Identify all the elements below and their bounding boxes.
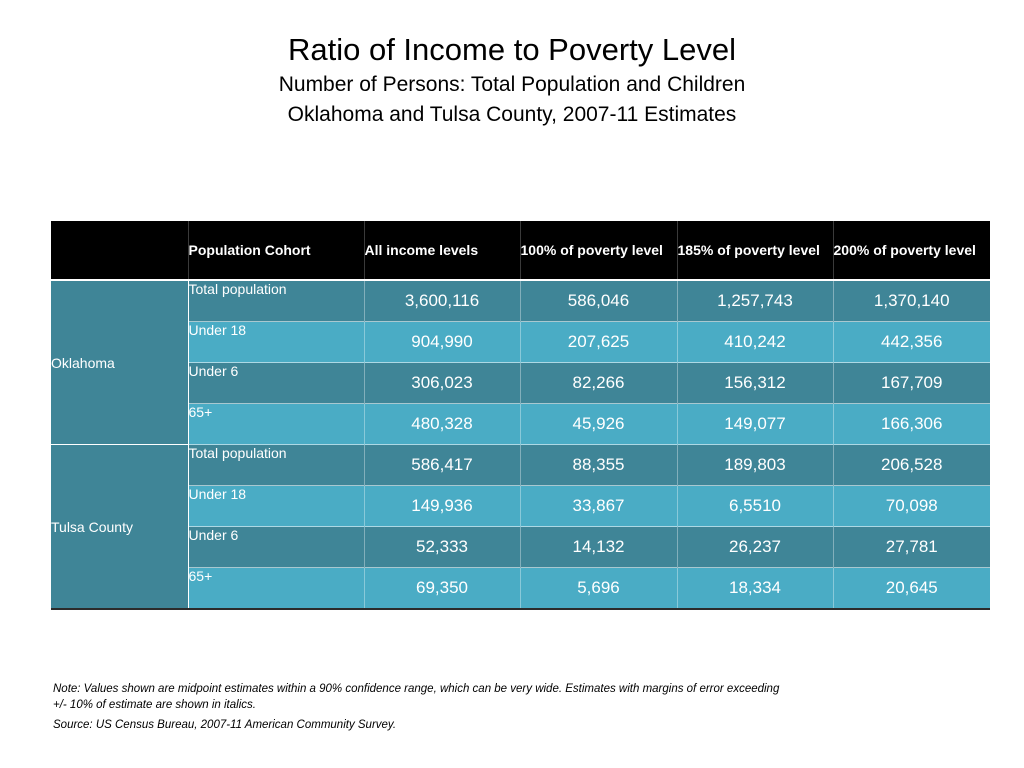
header-population-cohort: Population Cohort [187,221,364,281]
header-200-percent: 200% of poverty level [832,221,990,281]
table-row: Oklahoma Total population 3,600,116 586,… [51,280,990,445]
subtitle-line-2: Oklahoma and Tulsa County, 2007-11 Estim… [287,103,737,126]
value-cell: 3,600,116 [363,280,520,322]
value-cell: 45,926 [519,403,677,445]
value-cell: 52,333 [363,526,520,568]
value-cell: 27,781 [832,526,990,568]
value-cell: 586,046 [519,280,677,322]
source-note: Source: US Census Bureau, 2007-11 Americ… [53,719,397,731]
poverty-table: Population Cohort All income levels 100%… [51,221,990,610]
value-cell: 6,5510 [676,485,833,527]
value-cell: 207,625 [519,321,677,363]
value-cell: 149,077 [676,403,833,445]
value-cell: 480,328 [363,403,520,445]
region-oklahoma: Oklahoma [51,280,188,445]
header-100-percent: 100% of poverty level [519,221,677,281]
table-row: 65+ 69,350 5,696 18,334 20,645 [51,567,990,609]
value-cell: 1,370,140 [832,280,990,322]
value-cell: 166,306 [832,403,990,445]
value-cell: 1,257,743 [676,280,833,322]
table-row: Under 18 149,936 33,867 6,5510 70,098 [51,485,990,527]
value-cell: 167,709 [832,362,990,404]
value-cell: 149,936 [363,485,520,527]
value-cell: 904,990 [363,321,520,363]
value-cell: 156,312 [676,362,833,404]
value-cell: 306,023 [363,362,520,404]
value-cell: 20,645 [832,567,990,609]
value-cell: 189,803 [676,444,833,486]
region-tulsa-county: Tulsa County [51,444,188,610]
table-row: Under 18 904,990 207,625 410,242 442,356 [51,321,990,363]
title-block: Ratio of Income to Poverty Level Number … [0,30,1024,130]
value-cell: 586,417 [363,444,520,486]
table-row: Under 6 306,023 82,266 156,312 167,709 [51,362,990,404]
value-cell: 88,355 [519,444,677,486]
value-cell: 26,237 [676,526,833,568]
cohort-label: Under 18 [187,321,364,363]
value-cell: 206,528 [832,444,990,486]
header-blank [51,221,188,281]
table-row: Tulsa County Total population 586,417 88… [51,444,990,610]
cohort-label: Total population [187,444,364,486]
table-header-row: Population Cohort All income levels 100%… [51,221,990,281]
value-cell: 410,242 [676,321,833,363]
cohort-label: Under 18 [187,485,364,527]
cohort-label: 65+ [187,403,364,445]
value-cell: 14,132 [519,526,677,568]
header-185-percent: 185% of poverty level [676,221,833,281]
page-title: Ratio of Income to Poverty Level [287,32,736,67]
value-cell: 18,334 [676,567,833,609]
value-cell: 33,867 [519,485,677,527]
value-cell: 70,098 [832,485,990,527]
value-cell: 442,356 [832,321,990,363]
value-cell: 69,350 [363,567,520,609]
value-cell: 82,266 [519,362,677,404]
cohort-label: 65+ [187,567,364,609]
header-all-income-levels: All income levels [363,221,520,281]
note-line-1: Note: Values shown are midpoint estimate… [53,683,780,695]
footnotes: Note: Values shown are midpoint estimate… [53,681,913,733]
cohort-label: Total population [187,280,364,322]
value-cell: 5,696 [519,567,677,609]
note-line-2: +/- 10% of estimate are shown in italics… [53,699,256,711]
cohort-label: Under 6 [187,526,364,568]
cohort-label: Under 6 [187,362,364,404]
subtitle-line-1: Number of Persons: Total Population and … [278,73,746,96]
table-row: 65+ 480,328 45,926 149,077 166,306 [51,403,990,445]
table-row: Under 6 52,333 14,132 26,237 27,781 [51,526,990,568]
